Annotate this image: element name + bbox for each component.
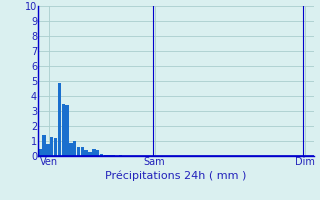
Bar (58, 82, 61, 156)
Bar (61, 104, 65, 156)
Bar (50, 137, 53, 156)
Bar (104, 154, 107, 156)
Bar (65, 105, 69, 156)
Bar (119, 155, 122, 156)
Bar (77, 147, 80, 156)
Bar (108, 155, 111, 156)
Bar (69, 142, 73, 156)
Bar (88, 152, 92, 156)
Bar (46, 144, 50, 156)
Bar (92, 148, 96, 156)
Bar (43, 135, 46, 156)
Bar (100, 154, 103, 156)
Bar (84, 150, 88, 156)
X-axis label: Précipitations 24h ( mm ): Précipitations 24h ( mm ) (105, 170, 247, 181)
Bar (81, 147, 84, 156)
Bar (111, 155, 115, 156)
Bar (96, 150, 100, 156)
Bar (39, 148, 42, 156)
Bar (73, 141, 76, 156)
Bar (54, 138, 57, 156)
